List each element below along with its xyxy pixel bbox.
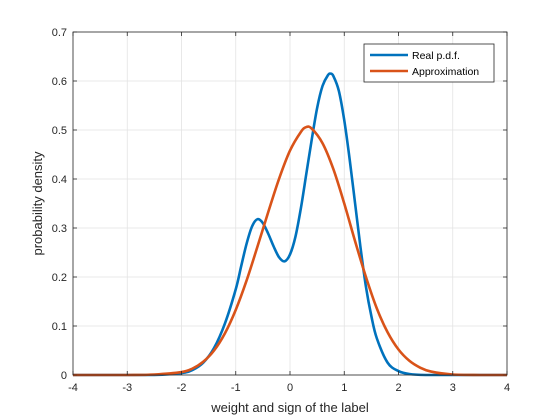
x-tick-label: 0 xyxy=(287,382,293,394)
y-axis-label: probability density xyxy=(30,151,45,256)
y-tick-label: 0.1 xyxy=(52,321,67,333)
series-line-approximation xyxy=(73,125,507,377)
y-tick-label: 0.7 xyxy=(52,27,67,39)
axis-ticks: -4 -3 -2 -1 0 1 2 3 4 0 0.1 0.2 0.3 0.4 0.5 0.6 0.7 xyxy=(52,27,510,394)
x-tick-label: -2 xyxy=(177,382,187,394)
y-tick-label: 0.6 xyxy=(52,76,67,88)
y-tick-label: 0.4 xyxy=(52,174,67,186)
x-tick-label: 1 xyxy=(341,382,347,394)
legend-label-real-pdf: Real p.d.f. xyxy=(412,50,460,62)
legend-label-approximation: Approximation xyxy=(412,66,479,78)
x-tick-label: -1 xyxy=(231,382,241,394)
x-tick-label: -4 xyxy=(68,382,78,394)
x-tick-label: -3 xyxy=(122,382,132,394)
legend-box xyxy=(363,43,495,83)
legend: Real p.d.f. Approximation xyxy=(363,43,495,83)
y-tick-label: 0.2 xyxy=(52,272,67,284)
x-axis-label: weight and sign of the label xyxy=(210,400,369,415)
y-tick-label: 0 xyxy=(61,370,67,382)
series-layer xyxy=(73,72,507,377)
x-tick-label: 4 xyxy=(504,382,510,394)
y-tick-label: 0.3 xyxy=(52,223,67,235)
x-tick-label: 2 xyxy=(395,382,401,394)
series-line-real-pdf xyxy=(73,72,507,377)
x-tick-label: 3 xyxy=(450,382,456,394)
y-tick-label: 0.5 xyxy=(52,125,67,137)
